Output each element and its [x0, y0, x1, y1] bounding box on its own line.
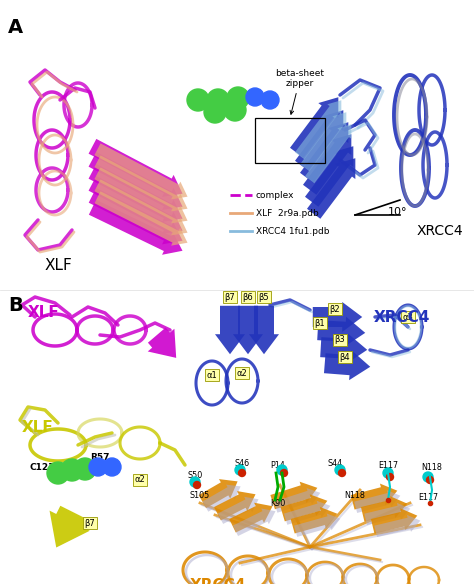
Circle shape [235, 465, 245, 475]
Circle shape [61, 459, 83, 481]
Text: B: B [8, 296, 23, 315]
Circle shape [261, 91, 279, 109]
Circle shape [423, 472, 433, 482]
Text: XRCC4: XRCC4 [374, 310, 430, 325]
Text: N118: N118 [421, 463, 442, 471]
Text: XLF: XLF [44, 258, 72, 273]
Text: A: A [8, 18, 23, 37]
Text: P14: P14 [271, 461, 285, 470]
Circle shape [227, 87, 249, 109]
Text: N118: N118 [345, 491, 365, 499]
Bar [255, 118, 325, 163]
Text: β4: β4 [340, 353, 350, 361]
Text: β3: β3 [335, 335, 346, 345]
Text: XLF  2r9a.pdb: XLF 2r9a.pdb [256, 208, 319, 217]
Circle shape [224, 99, 246, 121]
Circle shape [47, 462, 69, 484]
Text: XRCC4: XRCC4 [417, 224, 463, 238]
Text: XLF: XLF [22, 420, 54, 435]
Text: E117: E117 [378, 461, 398, 470]
Circle shape [204, 101, 226, 123]
Text: α3: α3 [402, 312, 413, 322]
Text: β5: β5 [259, 293, 269, 301]
Text: β7: β7 [225, 293, 236, 301]
Text: β1: β1 [315, 318, 325, 328]
Text: α2: α2 [135, 475, 146, 485]
Text: XRCC4: XRCC4 [190, 578, 246, 584]
Circle shape [338, 470, 346, 477]
Text: complex: complex [256, 190, 294, 200]
Circle shape [386, 474, 393, 481]
Text: S44: S44 [328, 458, 343, 468]
Text: K90: K90 [270, 499, 286, 507]
Text: S50: S50 [187, 471, 202, 479]
Circle shape [238, 470, 246, 477]
Circle shape [190, 477, 200, 487]
Circle shape [74, 458, 96, 480]
Text: β2: β2 [330, 304, 340, 314]
Circle shape [193, 481, 201, 488]
Circle shape [281, 470, 288, 477]
Circle shape [335, 465, 345, 475]
Text: S105: S105 [190, 491, 210, 499]
Circle shape [207, 89, 229, 111]
Text: XRCC4 1fu1.pdb: XRCC4 1fu1.pdb [256, 227, 329, 235]
Text: α1: α1 [207, 370, 218, 380]
Text: α2: α2 [237, 369, 247, 377]
Text: S46: S46 [235, 458, 250, 468]
Text: R57: R57 [90, 453, 110, 461]
Circle shape [427, 477, 434, 484]
Text: 10°: 10° [388, 207, 408, 217]
Text: C123: C123 [29, 463, 55, 471]
Circle shape [103, 458, 121, 476]
Text: E117: E117 [418, 492, 438, 502]
Text: β6: β6 [243, 293, 254, 301]
Circle shape [89, 458, 107, 476]
Text: XLF: XLF [28, 305, 60, 320]
Circle shape [246, 88, 264, 106]
Text: β7: β7 [85, 519, 95, 527]
Circle shape [187, 89, 209, 111]
Circle shape [383, 468, 393, 478]
Circle shape [277, 465, 287, 475]
Text: beta-sheet
zipper: beta-sheet zipper [275, 68, 325, 114]
